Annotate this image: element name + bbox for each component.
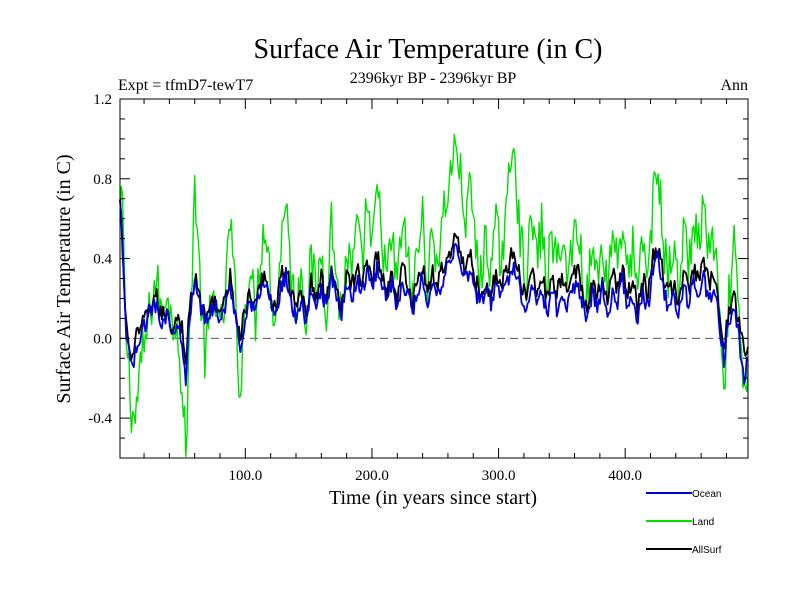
series-layer bbox=[119, 133, 749, 457]
series-line-land bbox=[119, 133, 749, 457]
series-line-ocean bbox=[119, 199, 749, 387]
chart-subtitle-right: Ann bbox=[720, 77, 748, 94]
y-tick-label: 0.4 bbox=[93, 252, 112, 268]
x-tick-label: 400.0 bbox=[608, 468, 642, 484]
y-axis-label: Surface Air Temperature (in C) bbox=[53, 154, 75, 403]
chart-subtitle-left: Expt = tfmD7-tewT7 bbox=[118, 77, 253, 94]
legend: Ocean Land AllSurf bbox=[646, 489, 722, 556]
y-tick-label: -0.4 bbox=[88, 411, 112, 427]
legend-label-allsurf: AllSurf bbox=[692, 545, 722, 556]
plot-area bbox=[119, 98, 749, 459]
chart-title: Surface Air Temperature (in C) bbox=[254, 34, 603, 65]
x-tick-label: 200.0 bbox=[355, 468, 389, 484]
x-tick-label: 300.0 bbox=[482, 468, 516, 484]
series-line-allsurf bbox=[119, 199, 749, 365]
y-tick-label: 0.0 bbox=[93, 331, 112, 347]
chart-subtitle-center: 2396kyr BP - 2396kyr BP bbox=[350, 70, 517, 87]
y-tick-label: 0.8 bbox=[93, 172, 112, 188]
legend-label-ocean: Ocean bbox=[692, 489, 721, 500]
tick-layer bbox=[120, 98, 748, 459]
y-tick-label: 1.2 bbox=[93, 92, 112, 108]
x-axis-label: Time (in years since start) bbox=[329, 487, 537, 509]
legend-label-land: Land bbox=[692, 517, 714, 528]
x-tick-label: 100.0 bbox=[228, 468, 262, 484]
